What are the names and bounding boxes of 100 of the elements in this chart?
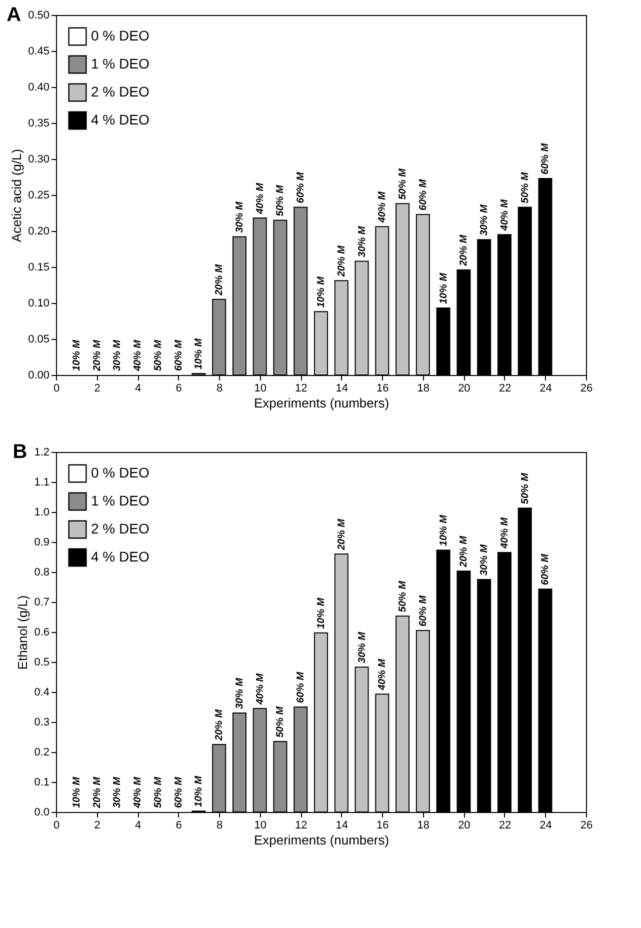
x-tick-label: 20 — [458, 820, 470, 832]
y-tick-label: 0.20 — [28, 226, 50, 238]
annotation: 60% M — [296, 671, 307, 703]
x-tick-label: 2 — [94, 820, 100, 832]
annotation: 20% M — [214, 264, 226, 296]
annotation: 50% M — [398, 168, 409, 200]
x-tick-label: 4 — [134, 382, 142, 394]
legend-label: 0 % DEO — [91, 464, 150, 480]
x-tick-label: 16 — [376, 382, 389, 394]
chart-title: B — [12, 441, 28, 463]
annotation: 30% M — [479, 204, 490, 236]
legend-label: 2 % DEO — [91, 520, 150, 536]
annotation: 40% M — [377, 658, 388, 692]
x-tick-label: 14 — [336, 382, 348, 394]
x-tick-label: 8 — [216, 820, 223, 832]
annotation: 60% M — [173, 339, 184, 371]
legend-label: 0 % DEO — [91, 28, 150, 44]
annotation: 60% M — [540, 553, 552, 586]
y-tick-label: 1.0 — [34, 506, 50, 518]
annotation: 60% M — [540, 142, 552, 174]
x-tick-label: 22 — [498, 820, 512, 832]
y-tick-label: 0.1 — [34, 776, 50, 788]
legend-label: 4 % DEO — [91, 548, 150, 564]
annotation: 20% M — [336, 518, 348, 551]
annotation: 20% M — [458, 234, 470, 267]
legend-label: 1 % DEO — [91, 492, 150, 508]
x-tick-label: 6 — [176, 820, 182, 832]
y-tick-label: 0.40 — [28, 82, 50, 94]
annotation: 20% M — [214, 708, 226, 742]
x-tick-label: 26 — [580, 382, 593, 394]
bar — [396, 616, 410, 812]
x-tick-label: 18 — [417, 820, 430, 832]
annotation: 60% M — [418, 594, 429, 626]
x-tick-label: 20 — [458, 382, 470, 394]
annotation: 10% M — [316, 597, 327, 629]
x-tick-label: 4 — [134, 820, 142, 832]
annotation: 60% M — [173, 776, 184, 808]
y-tick-label: 0.30 — [28, 154, 50, 166]
y-tick-label: 0.50 — [28, 10, 50, 22]
x-tick-label: 14 — [336, 820, 348, 832]
x-tick-label: 12 — [294, 820, 308, 832]
legend-label: 4 % DEO — [91, 112, 150, 128]
y-axis-title: Acetic acid (g/L) — [9, 148, 24, 242]
annotation: 30% M — [112, 776, 124, 808]
y-tick-label: 0.6 — [34, 626, 50, 638]
y-axis-title: Ethanol (g/L) — [15, 595, 30, 670]
annotation: 30% M — [112, 339, 124, 371]
bar — [436, 550, 450, 812]
annotation: 40% M — [499, 516, 510, 550]
annotation: 10% M — [71, 776, 82, 808]
annotation: 30% M — [234, 200, 246, 233]
y-tick-label: 0.7 — [34, 596, 50, 608]
bar — [436, 308, 450, 376]
annotation: 20% M — [92, 339, 103, 372]
x-tick-label: 0 — [53, 820, 60, 832]
y-tick-label: 0.25 — [28, 190, 50, 202]
x-tick-label: 2 — [94, 382, 100, 394]
x-tick-label: 18 — [417, 382, 430, 394]
y-tick-label: 1.2 — [34, 446, 50, 458]
bar — [518, 508, 532, 812]
y-tick-label: 0.05 — [28, 334, 50, 346]
bar — [477, 239, 492, 376]
annotation: 40% M — [254, 182, 266, 216]
x-tick-label: 12 — [294, 382, 308, 394]
bar — [354, 260, 369, 376]
x-tick-label: 8 — [216, 382, 223, 394]
x-tick-label: 26 — [580, 820, 593, 832]
y-tick-label: 0.35 — [28, 118, 50, 130]
y-tick-label: 0.4 — [34, 686, 50, 698]
annotation: 10% M — [438, 514, 450, 546]
bar — [273, 741, 288, 812]
x-tick-label: 6 — [176, 382, 182, 394]
annotation: 50% M — [152, 776, 164, 808]
y-tick-label: 0.8 — [34, 566, 50, 578]
annotation: 20% M — [336, 244, 348, 278]
chart-title: A — [6, 4, 22, 26]
x-tick-label: 10 — [254, 382, 266, 394]
annotation: 50% M — [398, 580, 409, 612]
bar — [396, 203, 410, 376]
x-axis-title: Experiments (numbers) — [254, 832, 390, 848]
annotation: 10% M — [194, 775, 205, 808]
bar — [232, 712, 246, 812]
legend-label: 2 % DEO — [91, 84, 150, 100]
legend-label: 1 % DEO — [91, 56, 150, 72]
annotation: 50% M — [152, 339, 164, 371]
annotation: 50% M — [275, 184, 286, 216]
annotation: 40% M — [132, 776, 144, 809]
y-tick-label: 0.0 — [34, 806, 50, 818]
annotation: 40% M — [132, 339, 144, 372]
bar — [232, 236, 246, 376]
annotation: 10% M — [71, 339, 82, 371]
annotation: 10% M — [438, 272, 450, 304]
annotation: 50% M — [520, 472, 531, 504]
x-tick-label: 16 — [376, 820, 389, 832]
annotation: 50% M — [520, 171, 531, 204]
y-tick-label: 0.3 — [34, 716, 50, 728]
y-tick-label: 0.2 — [34, 746, 50, 758]
bar — [314, 632, 328, 812]
bar — [314, 311, 328, 376]
annotation: 30% M — [479, 544, 490, 576]
